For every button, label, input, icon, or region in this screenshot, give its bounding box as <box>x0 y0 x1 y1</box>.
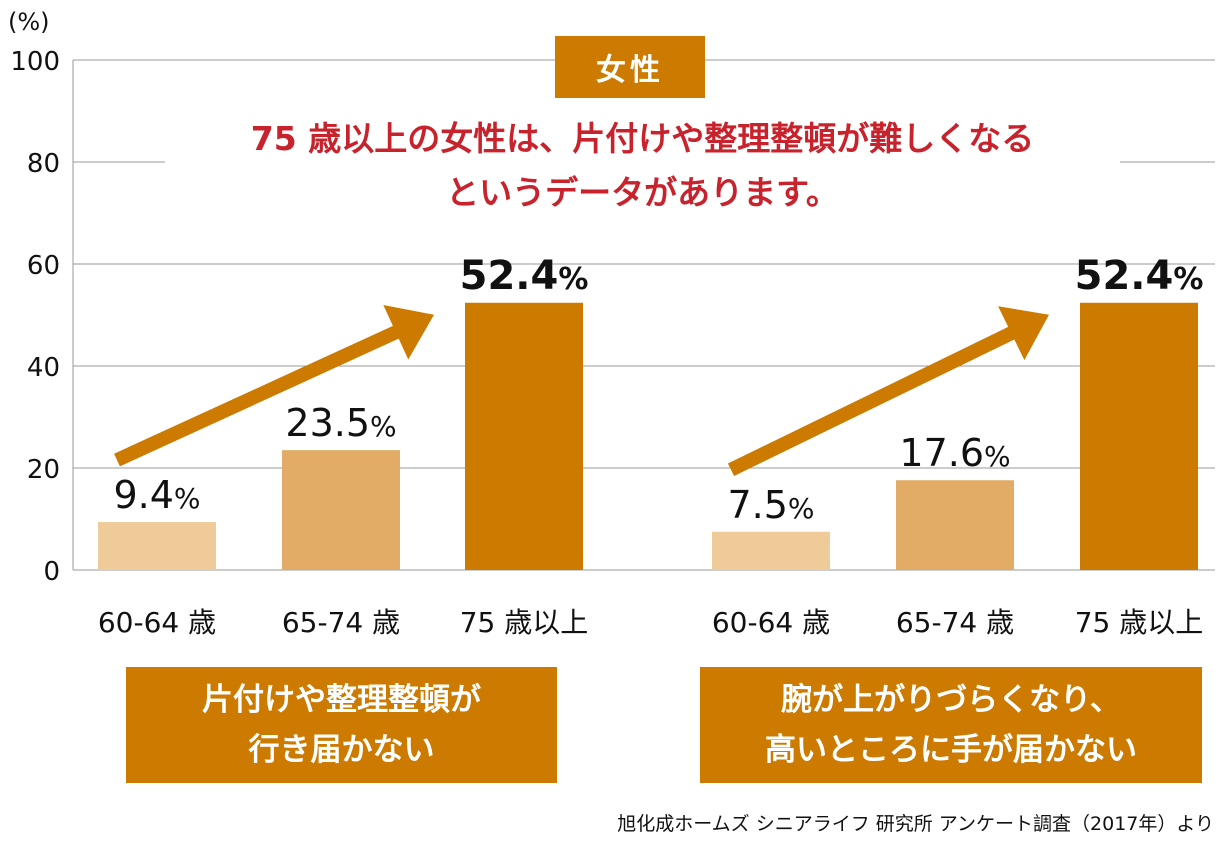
headline: 75 歳以上の女性は、片付けや整理整頓が難しくなる というデータがあります。 <box>165 112 1120 220</box>
group-1-caption: 片付けや整理整頓が 行き届かない <box>126 667 557 783</box>
trend-arrow <box>727 306 1049 476</box>
x-tick-label: 75 歳以上 <box>1075 606 1204 639</box>
headline-line-1: 75 歳以上の女性は、片付けや整理整頓が難しくなる <box>250 119 1035 158</box>
data-label: 17.6% <box>899 431 1010 475</box>
y-tick-label: 0 <box>43 557 60 587</box>
y-tick-label: 20 <box>27 455 60 485</box>
headline-line-2: というデータがあります。 <box>446 173 839 212</box>
y-tick-label: 40 <box>27 353 60 383</box>
y-tick-label: 60 <box>27 251 60 281</box>
bar <box>1080 302 1198 570</box>
y-tick-label: 80 <box>27 149 60 179</box>
data-label: 52.4% <box>460 253 589 299</box>
x-tick-label: 60-64 歳 <box>98 606 216 639</box>
x-tick-label: 65-74 歳 <box>896 606 1014 639</box>
y-tick-label: 100 <box>10 47 60 77</box>
bar <box>896 480 1014 570</box>
bar <box>98 522 216 570</box>
source-note: 旭化成ホームズ シニアライフ 研究所 アンケート調査（2017年）より <box>617 813 1214 835</box>
data-label: 23.5% <box>285 401 396 445</box>
x-tick-label: 75 歳以上 <box>460 606 589 639</box>
bar <box>282 450 400 570</box>
group-1-caption-text: 片付けや整理整頓が 行き届かない <box>202 682 481 768</box>
x-tick-label: 65-74 歳 <box>282 606 400 639</box>
trend-arrow <box>114 305 434 467</box>
x-tick-label: 60-64 歳 <box>712 606 830 639</box>
y-axis-unit-label: (%) <box>8 8 50 36</box>
data-label: 7.5% <box>727 483 814 527</box>
gender-badge: 女性 <box>555 36 705 98</box>
group-2-caption-text: 腕が上がりづらくなり、 高いところに手が届かない <box>765 682 1137 768</box>
bar <box>465 302 583 570</box>
group-2-caption: 腕が上がりづらくなり、 高いところに手が届かない <box>700 667 1202 783</box>
data-label: 52.4% <box>1075 253 1204 299</box>
bar <box>712 531 830 570</box>
data-label: 9.4% <box>113 473 200 517</box>
